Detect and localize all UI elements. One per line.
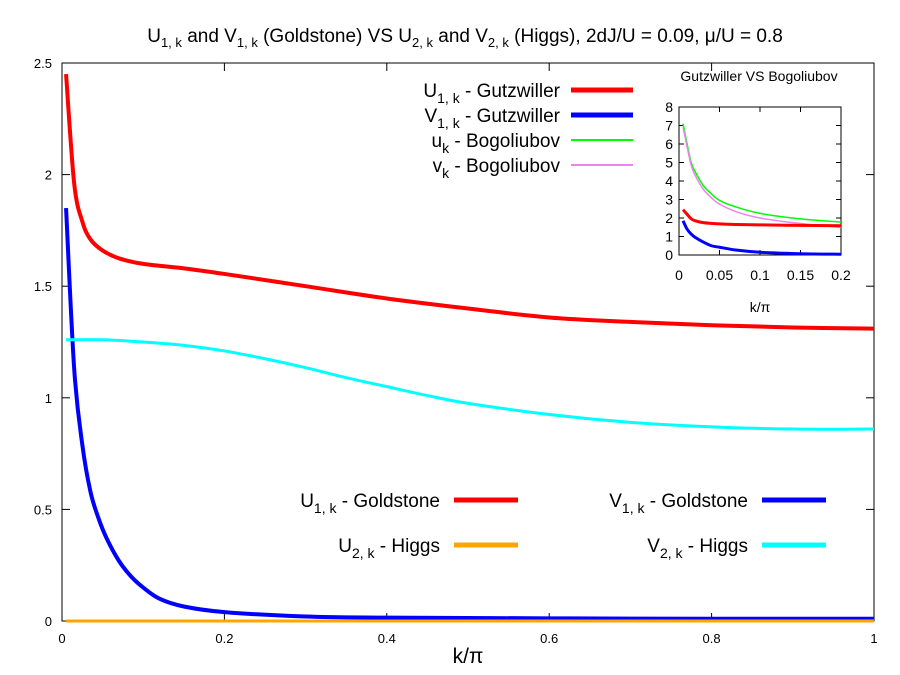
inset-x-tick-label: 0.15 [787,267,814,283]
y-tick-label: 0.5 [34,502,52,517]
inset-series-line-1 [681,208,842,228]
y-tick-label: 2 [45,168,52,183]
inset-title: Gutzwiller VS Bogoliubov [680,68,837,84]
y-tick-label: 1 [45,391,52,406]
inset-series-group [681,123,842,256]
inset-series-line-4 [682,127,842,228]
inset-x-axis-label: k/π [750,299,771,315]
inset-y-tick-label: 6 [665,136,673,152]
x-tick-label: 0.2 [215,631,233,646]
main-axis-ticks: 0 0.2 0.4 0.6 0.8 1 0 0.5 1 1.5 2 2.5 [34,56,878,646]
series-line-4 [66,338,875,431]
top-legend-entry-label: V1, k - Gutzwiller [424,106,560,131]
x-tick-label: 0.8 [703,631,721,646]
inset-y-tick-label: 7 [665,118,673,134]
inset-y-tick-label: 3 [665,192,673,208]
inset-y-tick-label: 2 [665,210,673,226]
x-axis-label: k/π [453,645,484,668]
inset-y-tick-label: 1 [665,229,673,245]
inset-y-tick-label: 8 [665,99,673,115]
x-tick-label: 0 [58,631,65,646]
top-legend-entry-label: uk - Bogoliubov [432,131,561,156]
inset-y-tick-label: 0 [665,247,673,263]
inset-x-tick-label: 0.1 [750,267,770,283]
chart-title: U1, k and V1, k (Goldstone) VS U2, k and… [147,26,783,50]
top-legend-entry-label: vk - Bogoliubov [433,156,561,181]
legend-entry-label: U1, k - Goldstone [300,491,440,516]
x-tick-label: 1 [870,631,877,646]
series-line-2 [64,207,875,621]
inset-x-tick-label: 0.2 [831,267,851,283]
legend-entry-label: U2, k - Higgs [338,536,440,561]
y-tick-label: 0 [45,614,52,629]
series-line-1 [64,74,875,331]
legend-entry-label: V2, k - Higgs [647,536,748,561]
bottom-legend: U1, k - Goldstone V1, k - Goldstone U2, k … [300,491,826,561]
legend-entry-label: V1, k - Goldstone [609,491,748,516]
inset-x-tick-label: 0.05 [706,267,733,283]
inset-x-tick-label: 0 [675,267,683,283]
inset-y-tick-label: 4 [665,173,673,189]
y-tick-label: 2.5 [34,56,52,71]
inset-y-tick-label: 5 [665,155,673,171]
x-tick-label: 0.6 [540,631,558,646]
y-tick-label: 1.5 [34,279,52,294]
x-tick-label: 0.4 [378,631,396,646]
main-series-group [64,74,875,623]
top-legend-entry-label: U1, k - Gutzwiller [423,81,560,106]
inset-series-line-2 [681,220,842,256]
